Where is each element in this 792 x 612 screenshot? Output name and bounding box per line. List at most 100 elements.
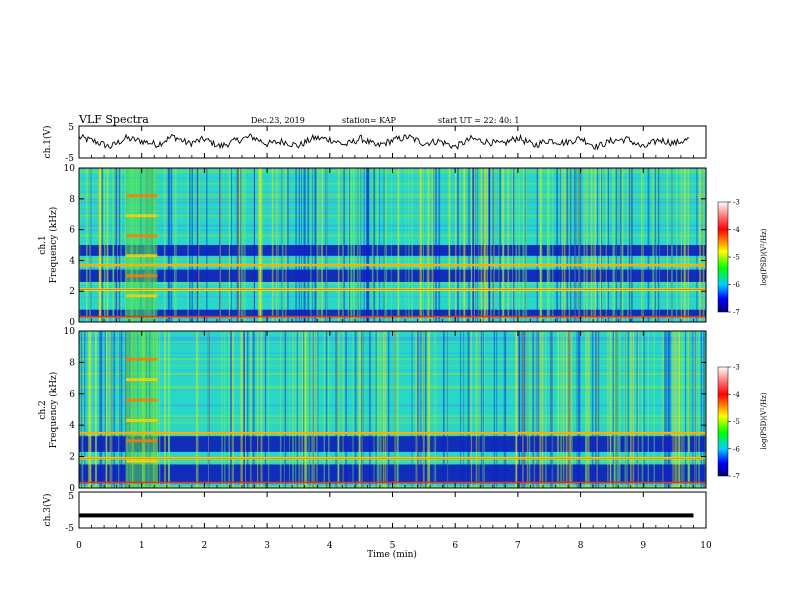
spectrogram-sferic bbox=[303, 168, 305, 322]
spectrogram-sferic bbox=[417, 331, 419, 488]
spectrogram-band bbox=[79, 460, 706, 463]
spectrogram-sferic bbox=[206, 168, 208, 322]
spectrogram-sferic bbox=[277, 168, 279, 322]
spectrogram-sferic bbox=[431, 168, 434, 322]
ch1-colorbar-gradient bbox=[717, 201, 729, 313]
spectrogram-sferic bbox=[471, 168, 474, 322]
spectrogram-sferic bbox=[656, 168, 658, 322]
spectrogram-band bbox=[79, 201, 706, 204]
spectrogram-sferic bbox=[669, 331, 671, 488]
spectrogram-sferic bbox=[156, 331, 158, 488]
spectrogram-sferic bbox=[522, 331, 524, 488]
spectrogram-sferic bbox=[489, 168, 491, 322]
spectrogram-sferic bbox=[625, 331, 626, 488]
spectrogram-sferic bbox=[680, 331, 682, 488]
spectrogram-sferic bbox=[642, 168, 644, 322]
spectrogram-sferic bbox=[335, 331, 337, 488]
ch2-frequency-label: Frequency (kHz) bbox=[48, 372, 59, 449]
spectrogram-band bbox=[79, 212, 706, 215]
spectrogram-sferic bbox=[197, 331, 199, 488]
spectrogram-sferic bbox=[352, 331, 354, 488]
spectrogram-sferic bbox=[106, 168, 109, 322]
spectrogram-sferic bbox=[659, 168, 661, 322]
spectrogram-sferic bbox=[547, 168, 550, 322]
spectrogram-band bbox=[79, 357, 706, 361]
spectrogram-sferic bbox=[671, 168, 673, 322]
colorbar-tick-label: -7 bbox=[733, 309, 740, 317]
spectrogram-sferic bbox=[187, 168, 189, 322]
spectrogram-sferic bbox=[314, 168, 317, 322]
spectrogram-sferic bbox=[318, 168, 320, 322]
spectrogram-sferic bbox=[253, 168, 255, 322]
spectrogram-sferic bbox=[498, 168, 501, 322]
spectrogram-sferic bbox=[229, 168, 230, 322]
spectrogram-sferic bbox=[671, 168, 673, 322]
spectrogram-sferic bbox=[354, 331, 357, 488]
spectrogram-sferic bbox=[492, 168, 495, 322]
spectrogram-sferic bbox=[694, 331, 696, 488]
spectrogram-sferic bbox=[667, 331, 669, 488]
spectrogram-sferic bbox=[575, 168, 577, 322]
spectrogram-sferic bbox=[488, 168, 490, 322]
time-tick-label: 4 bbox=[327, 541, 333, 551]
spectrogram-sferic bbox=[118, 331, 120, 488]
spectrogram-sferic bbox=[240, 168, 242, 322]
ch2-ytick-label: 8 bbox=[69, 358, 75, 368]
spectrogram-sferic bbox=[652, 168, 654, 322]
spectrogram-sferic bbox=[502, 168, 504, 322]
spectrogram-sferic bbox=[325, 331, 328, 488]
spectrogram-sferic bbox=[483, 331, 485, 488]
spectrogram-sferic bbox=[376, 331, 379, 488]
ch1-channel-label: ch.1 bbox=[38, 235, 48, 254]
spectrogram-sferic bbox=[666, 331, 667, 488]
spectrogram-sferic bbox=[518, 331, 520, 488]
spectrogram-sferic bbox=[696, 168, 698, 322]
spectrogram-sferic bbox=[168, 331, 171, 488]
spectrogram-sferic bbox=[303, 331, 305, 488]
spectrogram-sferic bbox=[375, 331, 377, 488]
spectrogram-sferic bbox=[471, 168, 473, 322]
spectrogram-sferic bbox=[703, 331, 705, 488]
spectrogram-sferic bbox=[198, 168, 200, 322]
spectrogram-sferic bbox=[428, 331, 431, 488]
ch1-spectrogram-image bbox=[79, 168, 706, 322]
spectrogram-sferic bbox=[700, 331, 702, 488]
spectrogram-sferic bbox=[569, 331, 571, 488]
spectrogram-sferic bbox=[532, 331, 535, 488]
spectrogram-sferic bbox=[599, 168, 602, 322]
spectrogram-sferic bbox=[612, 331, 615, 488]
spectrogram-sferic bbox=[699, 168, 701, 322]
spectrogram-burst-line bbox=[126, 234, 158, 238]
spectrogram-sferic bbox=[473, 168, 475, 322]
spectrogram-sferic bbox=[296, 331, 298, 488]
spectrogram-sferic bbox=[367, 168, 370, 322]
spectrogram-sferic bbox=[556, 168, 559, 322]
spectrogram-sferic bbox=[362, 331, 364, 488]
spectrogram-band bbox=[79, 421, 706, 424]
spectrogram-sferic bbox=[515, 331, 517, 488]
spectrogram-sferic bbox=[678, 331, 681, 488]
spectrogram-sferic bbox=[579, 168, 581, 322]
ch1-ytick-label: 8 bbox=[69, 195, 75, 205]
spectrogram-band bbox=[79, 338, 706, 341]
spectrogram-band bbox=[79, 182, 706, 185]
spectrogram-sferic bbox=[394, 331, 396, 488]
spectrogram-sferic bbox=[357, 168, 359, 322]
spectrogram-sferic bbox=[427, 331, 430, 488]
spectrogram-sferic bbox=[523, 331, 526, 488]
spectrogram-band bbox=[79, 404, 706, 407]
spectrogram-sferic bbox=[230, 168, 232, 322]
spectrogram-sferic bbox=[522, 168, 525, 322]
spectrogram-sferic bbox=[259, 168, 261, 322]
spectrogram-sferic bbox=[303, 331, 305, 488]
spectrogram-sferic bbox=[683, 168, 685, 322]
spectrogram-sferic bbox=[698, 331, 700, 488]
spectrogram-band bbox=[79, 338, 706, 340]
colorbar-tick-label: -4 bbox=[733, 391, 740, 399]
spectrogram-sferic bbox=[665, 331, 667, 488]
time-tick-label: 7 bbox=[515, 541, 521, 551]
spectrogram-sferic bbox=[422, 331, 425, 488]
spectrogram-sferic bbox=[228, 331, 231, 488]
spectrogram-sferic bbox=[587, 331, 589, 488]
spectrogram-sferic bbox=[112, 168, 115, 322]
